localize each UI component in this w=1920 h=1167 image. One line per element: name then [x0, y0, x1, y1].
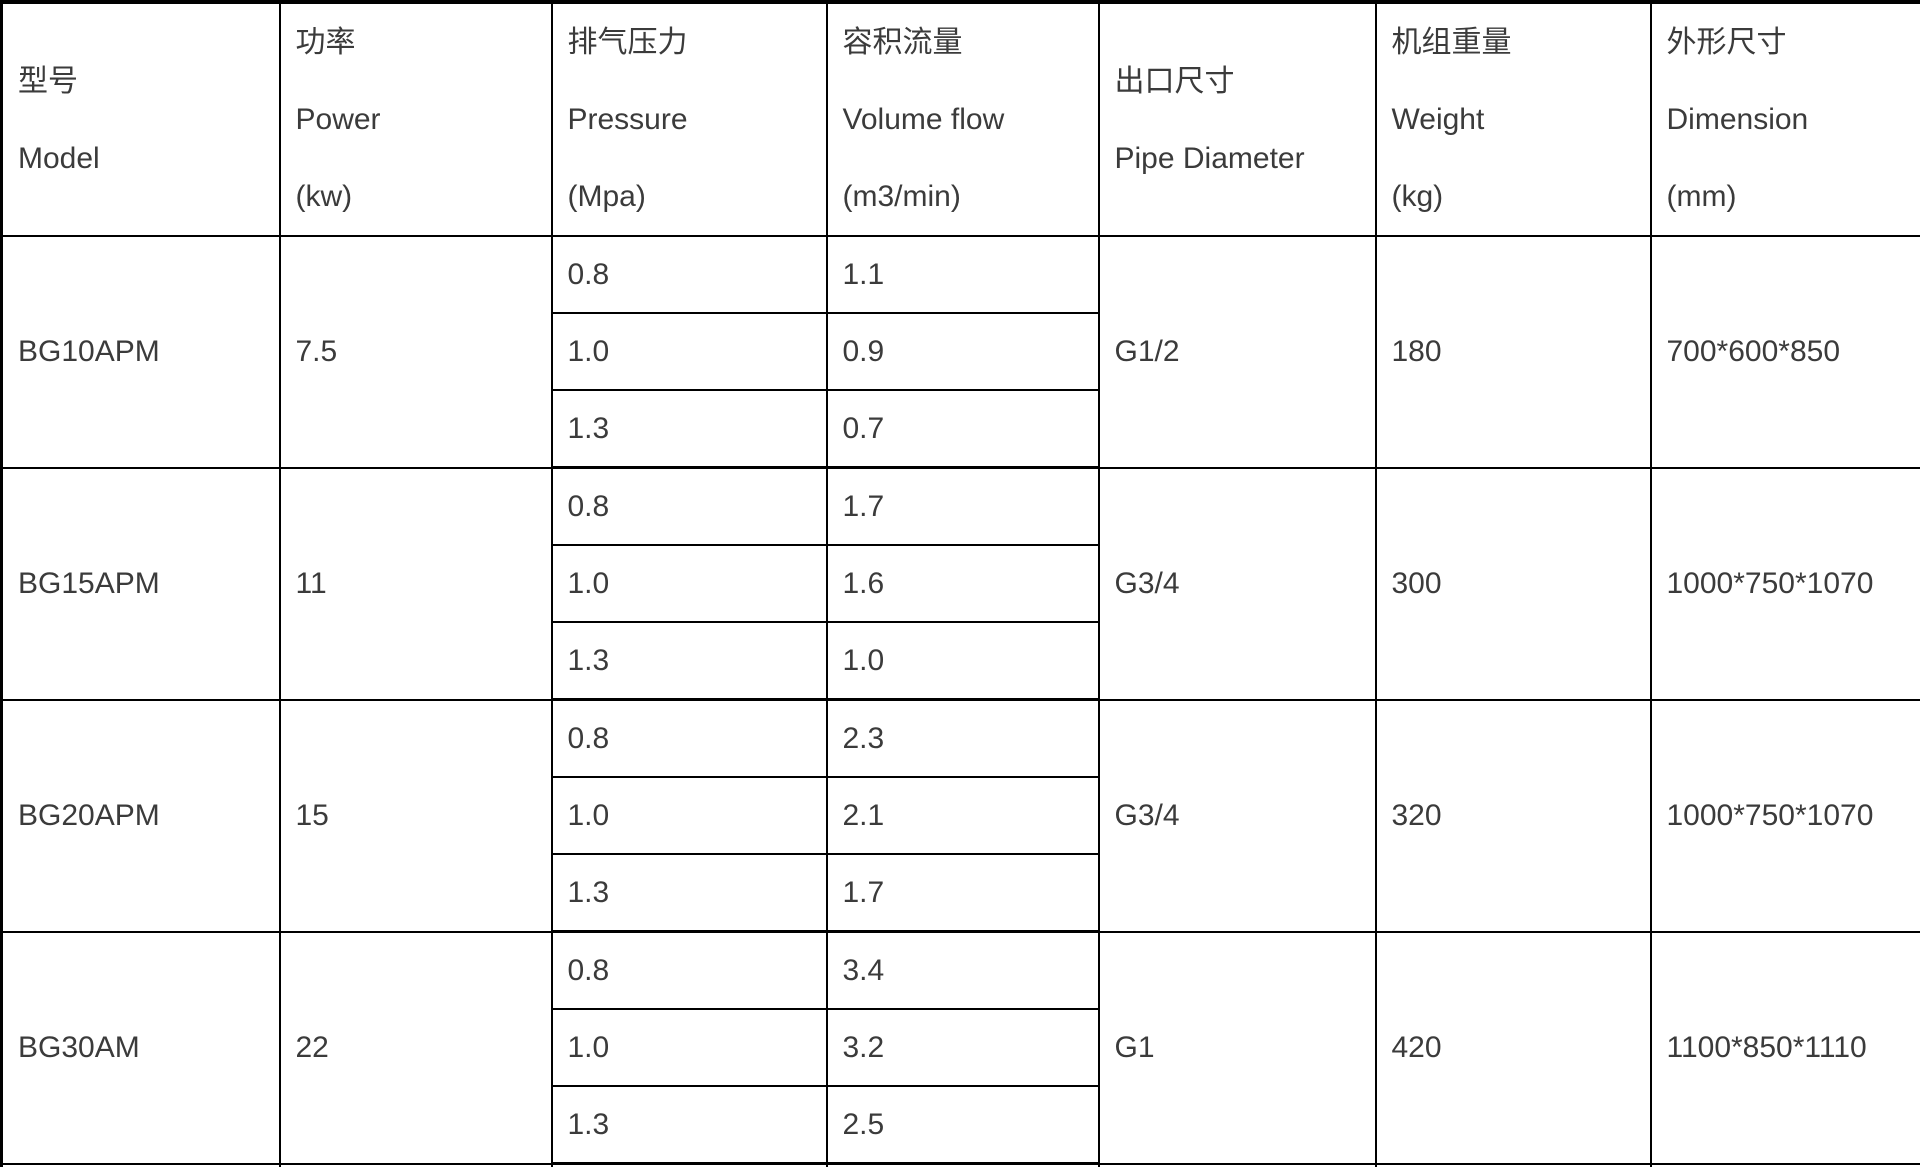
- cell-model: BG10APM: [0, 235, 281, 469]
- header-weight-unit: (kg): [1391, 180, 1444, 213]
- cell-pipe-diameter: G1/2: [1097, 235, 1377, 469]
- table-row: BG30AM 22 0.8 3.4 G1 420 1100*850*1110: [0, 930, 1920, 1165]
- header-pressure-en: Pressure: [567, 103, 688, 136]
- header-model-en: Model: [18, 141, 100, 175]
- table-row: 1.0 2.1: [2, 776, 1920, 855]
- cell-weight: [1374, 1162, 1652, 1167]
- header-dimension-unit: (mm): [1666, 180, 1737, 213]
- cell-pressure: 1.0: [550, 312, 828, 391]
- cell-pipe-diameter: G3/4: [1097, 466, 1377, 701]
- header-power-zh: 功率: [295, 26, 356, 59]
- cell-pipe-diameter: G1: [1097, 930, 1377, 1165]
- header-model-zh: 型号: [18, 64, 78, 98]
- header-pipe-diameter: 出口尺寸 Pipe Diameter: [1097, 1, 1377, 237]
- cell-pressure: 0.8: [550, 930, 828, 1010]
- cell-dimension: 1100*850*1110: [1649, 930, 1920, 1165]
- cell-pressure: 1.3: [550, 1085, 828, 1165]
- header-pressure-zh: 排气压力: [567, 26, 688, 59]
- cell-pressure: [550, 1162, 828, 1167]
- cell-volume-flow: 2.3: [825, 698, 1100, 778]
- cell-power: 11: [278, 466, 553, 701]
- table-row: BG15APM 11 0.8 1.7 G3/4 300 1000*750*107…: [0, 466, 1920, 701]
- header-pipe-diameter-en: Pipe Diameter: [1114, 141, 1305, 175]
- cell-dimension: 1000*750*1070: [1649, 466, 1920, 701]
- cell-volume-flow: 1.7: [825, 466, 1100, 546]
- table-row: BG10APM 7.5 0.8 1.1 G1/2 180 700*600*850: [0, 235, 1920, 469]
- cell-pressure: 1.0: [550, 776, 828, 855]
- cell-model: BG30AM: [0, 930, 281, 1165]
- header-volume-flow-zh: 容积流量: [842, 26, 963, 59]
- table-row: 1.0 3.2: [2, 1008, 1920, 1087]
- cell-pressure: 1.3: [550, 389, 828, 469]
- cell-volume-flow: 3.2: [825, 1008, 1100, 1087]
- cell-volume-flow: 1.0: [825, 621, 1100, 701]
- cell-pressure: 1.0: [550, 1008, 828, 1087]
- cell-volume-flow: 0.7: [825, 389, 1100, 469]
- cell-volume-flow: [825, 1162, 1100, 1167]
- header-model: 型号 Model: [0, 1, 281, 237]
- cell-volume-flow: 2.1: [825, 776, 1100, 855]
- header-pressure: 排气压力 Pressure (Mpa): [550, 1, 828, 237]
- header-weight-en: Weight: [1391, 103, 1485, 136]
- header-row: 型号 Model 功率 Power (kw) 排气压力 Pressure (Mp…: [0, 1, 1920, 237]
- cell-volume-flow: 1.6: [825, 544, 1100, 623]
- header-pressure-unit: (Mpa): [567, 180, 646, 213]
- header-weight-zh: 机组重量: [1391, 26, 1512, 59]
- cell-pressure: 1.3: [550, 621, 828, 701]
- table-row: 1.0 1.6: [2, 544, 1920, 623]
- cell-power: [278, 1162, 553, 1167]
- cell-model: [0, 1162, 281, 1167]
- cell-pressure: 0.8: [550, 466, 828, 546]
- table-row: 1.0 0.9: [2, 312, 1920, 391]
- header-volume-flow-unit: (m3/min): [842, 180, 961, 213]
- cell-model: BG20APM: [0, 698, 281, 933]
- header-volume-flow: 容积流量 Volume flow (m3/min): [825, 1, 1100, 237]
- table-row: BG20APM 15 0.8 2.3 G3/4 320 1000*750*107…: [0, 698, 1920, 933]
- table-row: 1.3 1.7: [2, 853, 1920, 933]
- header-pipe-diameter-zh: 出口尺寸: [1114, 64, 1235, 98]
- cell-weight: 320: [1374, 698, 1652, 933]
- cell-weight: 420: [1374, 930, 1652, 1165]
- cell-pressure: 0.8: [550, 235, 828, 314]
- cell-volume-flow: 1.7: [825, 853, 1100, 933]
- cell-weight: 300: [1374, 466, 1652, 701]
- header-dimension-zh: 外形尺寸: [1666, 26, 1787, 59]
- cell-pipe-diameter: [1097, 1162, 1377, 1167]
- cell-volume-flow: 2.5: [825, 1085, 1100, 1165]
- cell-dimension: 700*600*850: [1649, 235, 1920, 469]
- cell-pipe-diameter: G3/4: [1097, 698, 1377, 933]
- header-weight: 机组重量 Weight (kg): [1374, 1, 1652, 237]
- cell-volume-flow: 3.4: [825, 930, 1100, 1010]
- cell-pressure: 1.3: [550, 853, 828, 933]
- header-dimension: 外形尺寸 Dimension (mm): [1649, 1, 1920, 237]
- header-power-en: Power: [295, 103, 381, 136]
- table-row-partial: [0, 1162, 1920, 1167]
- header-power: 功率 Power (kw): [278, 1, 553, 237]
- cell-pressure: 0.8: [550, 698, 828, 778]
- cell-dimension: 1000*750*1070: [1649, 698, 1920, 933]
- table-row: 1.3 0.7: [2, 389, 1920, 469]
- cell-pressure: 1.0: [550, 544, 828, 623]
- header-power-unit: (kw): [295, 180, 353, 213]
- cell-model: BG15APM: [0, 466, 281, 701]
- cell-dimension: [1649, 1162, 1920, 1167]
- cell-volume-flow: 0.9: [825, 312, 1100, 391]
- cell-volume-flow: 1.1: [825, 235, 1100, 314]
- header-dimension-en: Dimension: [1666, 103, 1809, 136]
- cell-power: 15: [278, 698, 553, 933]
- header-volume-flow-en: Volume flow: [842, 103, 1005, 136]
- cell-power: 22: [278, 930, 553, 1165]
- cell-weight: 180: [1374, 235, 1652, 469]
- cell-power: 7.5: [278, 235, 553, 469]
- table-row: 1.3 2.5: [2, 1085, 1920, 1165]
- table-row: 1.3 1.0: [2, 621, 1920, 701]
